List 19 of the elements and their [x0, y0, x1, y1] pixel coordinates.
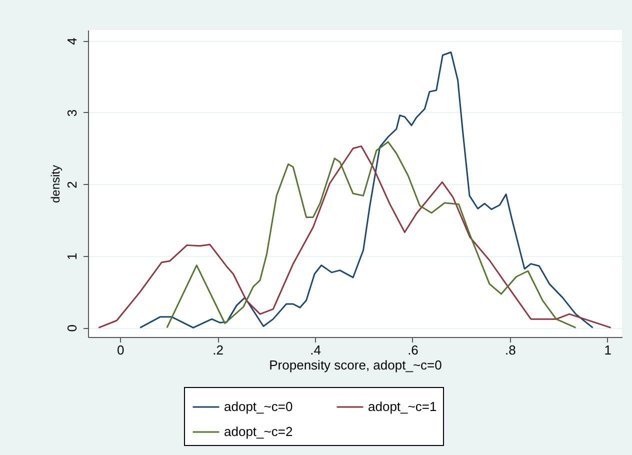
line-series	[166, 141, 576, 328]
y-tick-label: 2	[64, 181, 80, 188]
y-axis-title: density	[48, 164, 62, 204]
x-tick-label: .4	[310, 342, 321, 358]
y-tick-label: 3	[64, 109, 80, 117]
legend-label: adopt_~c=0	[224, 399, 293, 414]
x-axis-title: Propensity score, adopt_~c=0	[269, 358, 442, 372]
x-tick-label: 1	[604, 342, 612, 358]
legend-label: adopt_~c=1	[368, 399, 437, 414]
y-tick-label: 1	[64, 252, 80, 260]
y-tick-label: 0	[64, 324, 80, 332]
legend-label: adopt_~c=2	[224, 424, 293, 439]
y-tick-label: 4	[64, 38, 80, 45]
line-series	[98, 145, 612, 328]
x-tick-label: .8	[505, 342, 516, 358]
x-tick-label: .6	[408, 342, 418, 358]
x-tick-label: 0	[117, 342, 124, 358]
line-series	[139, 51, 594, 328]
x-tick-label: .2	[212, 342, 224, 358]
